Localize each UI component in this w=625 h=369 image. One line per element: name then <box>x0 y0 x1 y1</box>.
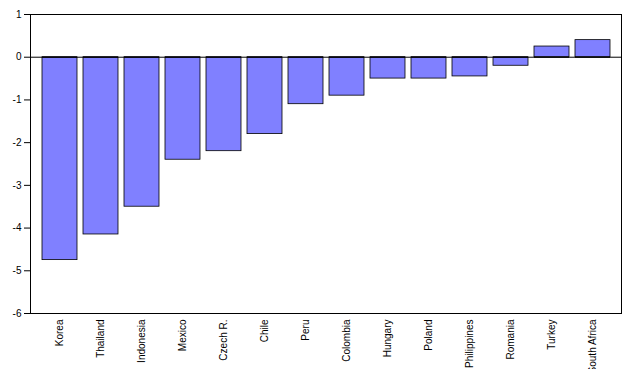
svg-text:-2: -2 <box>13 137 22 148</box>
svg-text:-1: -1 <box>13 94 22 105</box>
svg-text:Chile: Chile <box>259 319 270 342</box>
svg-text:Mexico: Mexico <box>177 319 188 351</box>
svg-text:Peru: Peru <box>300 320 311 341</box>
svg-text:0: 0 <box>16 51 22 62</box>
svg-text:Philippines: Philippines <box>464 320 475 368</box>
svg-text:Poland: Poland <box>423 320 434 351</box>
svg-text:-6: -6 <box>13 308 22 319</box>
svg-text:-5: -5 <box>13 265 22 276</box>
svg-text:Thailand: Thailand <box>95 320 106 358</box>
svg-text:1: 1 <box>16 9 22 20</box>
svg-text:Hungary: Hungary <box>382 320 393 358</box>
svg-text:South Africa: South Africa <box>587 319 598 369</box>
svg-text:Korea: Korea <box>54 319 65 346</box>
svg-text:Czech R.: Czech R. <box>218 320 229 361</box>
svg-text:Colombia: Colombia <box>341 319 352 362</box>
svg-text:-3: -3 <box>13 180 22 191</box>
svg-text:Romania: Romania <box>505 319 516 359</box>
svg-text:Turkey: Turkey <box>546 320 557 350</box>
svg-text:Indonesia: Indonesia <box>136 319 147 363</box>
svg-text:-4: -4 <box>13 222 22 233</box>
